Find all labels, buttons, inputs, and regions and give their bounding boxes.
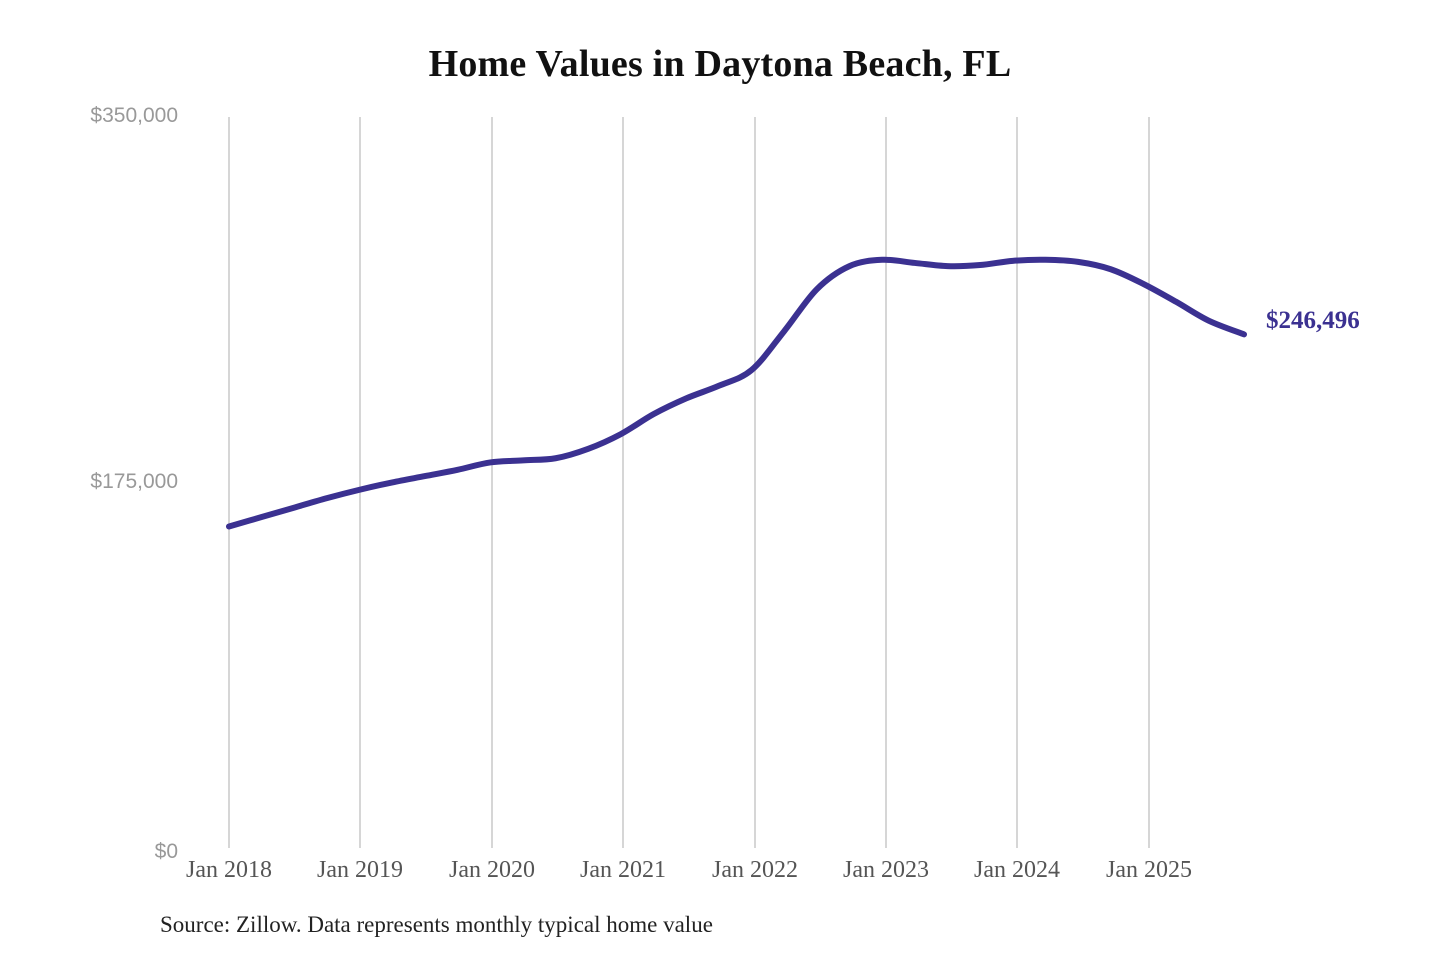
x-tick-label-jan-2022: Jan 2022: [712, 857, 798, 883]
end-value-annotation: $246,496: [1266, 307, 1360, 334]
x-tick-label-jan-2018: Jan 2018: [186, 857, 272, 883]
x-tick-label-jan-2019: Jan 2019: [317, 857, 403, 883]
source-note: Source: Zillow. Data represents monthly …: [160, 912, 713, 937]
x-tick-label-jan-2021: Jan 2021: [580, 857, 666, 883]
y-tick-label-0: $350,000: [90, 104, 178, 127]
x-tick-label-jan-2025: Jan 2025: [1106, 857, 1192, 883]
x-tick-label-jan-2020: Jan 2020: [449, 857, 535, 883]
chart-title: Home Values in Daytona Beach, FL: [428, 43, 1012, 85]
y-tick-label-2: $0: [154, 840, 178, 863]
gridlines: [228, 117, 1150, 848]
series-line-typical-home-value: [226, 256, 1247, 530]
y-tick-label-1: $175,000: [90, 470, 178, 493]
x-tick-label-jan-2023: Jan 2023: [843, 857, 929, 883]
x-tick-label-jan-2024: Jan 2024: [974, 857, 1060, 883]
